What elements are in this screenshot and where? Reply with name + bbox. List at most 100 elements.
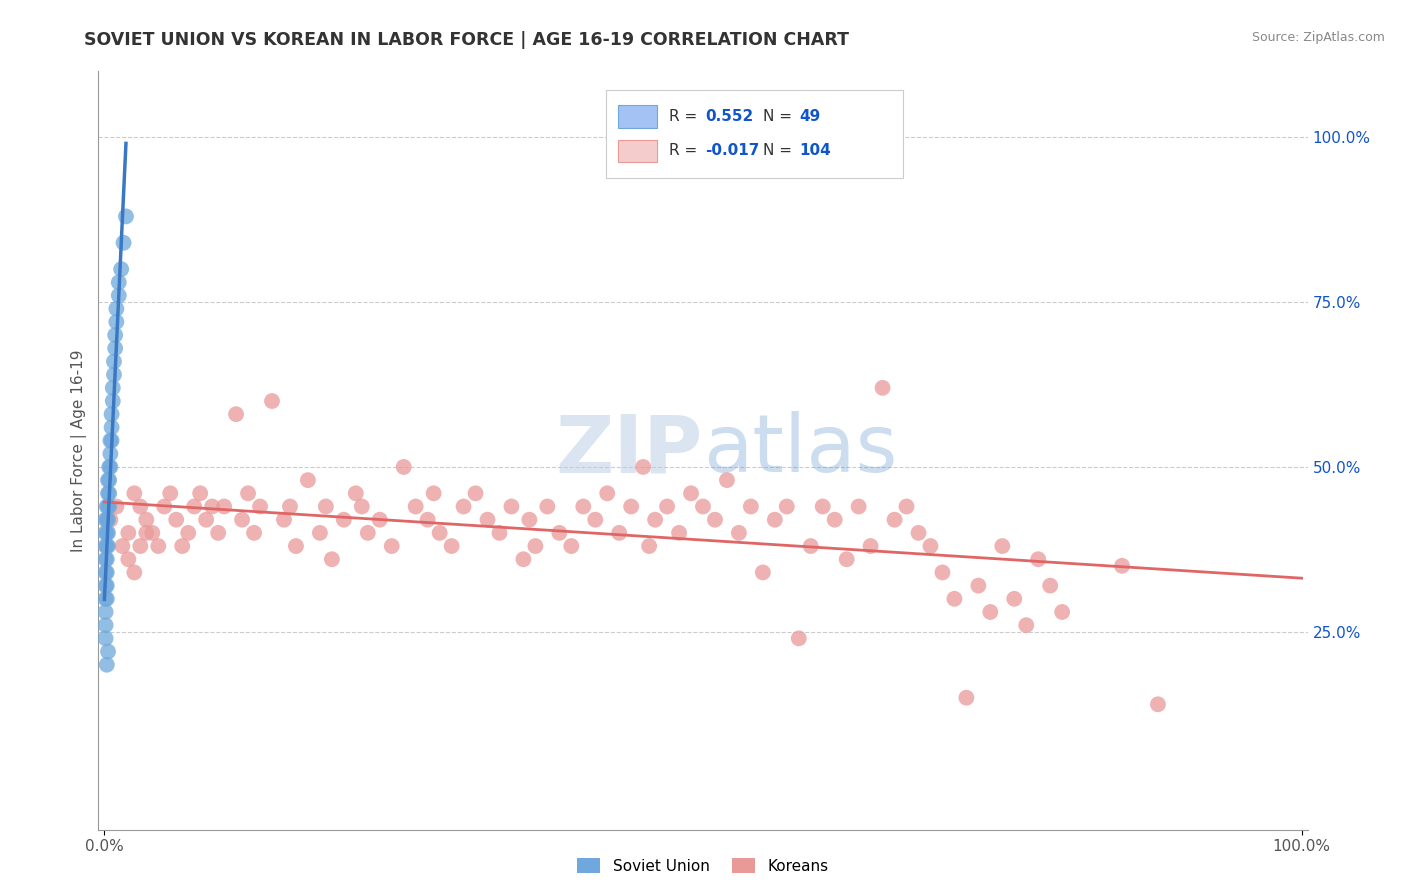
Point (1026, 552, 1049, 566)
Point (148, 539, 170, 553)
Point (141, 525, 163, 540)
Point (607, 525, 630, 540)
Point (225, 407, 247, 421)
Point (94, 525, 117, 540)
Point (100, 513, 122, 527)
Point (740, 500, 762, 514)
Point (381, 539, 404, 553)
Point (477, 513, 499, 527)
Point (96, 657, 118, 672)
Point (111, 539, 134, 553)
Point (1015, 618, 1038, 632)
Point (955, 690, 977, 705)
Point (129, 500, 152, 514)
Point (207, 525, 229, 540)
Point (94, 618, 117, 632)
Point (94, 539, 117, 553)
Point (98, 473, 121, 487)
Point (931, 566, 953, 580)
Point (524, 539, 547, 553)
Point (103, 368, 125, 382)
Point (716, 473, 738, 487)
Point (596, 486, 619, 500)
Point (94, 566, 117, 580)
Point (560, 539, 582, 553)
Point (668, 525, 690, 540)
Point (284, 539, 307, 553)
Point (501, 500, 523, 514)
Point (159, 486, 181, 500)
Point (124, 486, 146, 500)
Point (519, 513, 541, 527)
Point (548, 525, 571, 540)
Point (811, 500, 834, 514)
Point (907, 525, 929, 540)
Point (103, 354, 125, 368)
Point (315, 500, 337, 514)
Text: R =: R = (669, 144, 702, 159)
Point (800, 539, 823, 553)
Point (201, 500, 224, 514)
Point (100, 459, 122, 474)
Point (100, 434, 122, 448)
Point (835, 552, 858, 566)
Point (249, 500, 271, 514)
Point (333, 513, 356, 527)
Point (752, 566, 775, 580)
Point (101, 394, 124, 409)
Point (848, 500, 870, 514)
Point (704, 513, 727, 527)
Point (872, 381, 894, 395)
Point (644, 513, 666, 527)
Point (94, 552, 117, 566)
Point (453, 500, 475, 514)
Point (679, 486, 702, 500)
Point (631, 459, 654, 474)
Point (422, 486, 444, 500)
Text: 49: 49 (800, 110, 821, 124)
Point (183, 500, 205, 514)
Point (96, 513, 118, 527)
Point (357, 525, 380, 540)
Point (1050, 605, 1073, 619)
Point (440, 539, 463, 553)
Point (536, 500, 558, 514)
Point (297, 473, 319, 487)
Point (195, 513, 218, 527)
Point (105, 315, 128, 329)
Point (96, 552, 118, 566)
Point (94, 591, 117, 606)
Point (100, 434, 122, 448)
Point (97, 486, 120, 500)
Point (231, 513, 253, 527)
Point (97, 539, 120, 553)
Point (321, 552, 343, 566)
Point (101, 381, 124, 395)
Point (117, 552, 139, 566)
Text: 0.552: 0.552 (706, 110, 754, 124)
Point (920, 539, 942, 553)
Point (96, 591, 118, 606)
Point (96, 525, 118, 540)
Point (100, 420, 122, 434)
Point (96, 566, 118, 580)
Text: N =: N = (763, 144, 797, 159)
Point (309, 525, 332, 540)
Point (97, 473, 120, 487)
Point (110, 262, 132, 277)
Text: ZIP: ZIP (555, 411, 703, 490)
Point (273, 513, 295, 527)
Point (512, 552, 534, 566)
Point (100, 447, 122, 461)
Point (105, 301, 128, 316)
Text: SOVIET UNION VS KOREAN IN LABOR FORCE | AGE 16-19 CORRELATION CHART: SOVIET UNION VS KOREAN IN LABOR FORCE | … (84, 31, 849, 49)
Point (967, 579, 990, 593)
Point (488, 525, 510, 540)
Point (97, 644, 120, 658)
Point (212, 500, 235, 514)
Point (107, 288, 129, 302)
Point (572, 500, 595, 514)
Point (135, 513, 157, 527)
Text: -0.017: -0.017 (706, 144, 759, 159)
Point (94, 513, 117, 527)
